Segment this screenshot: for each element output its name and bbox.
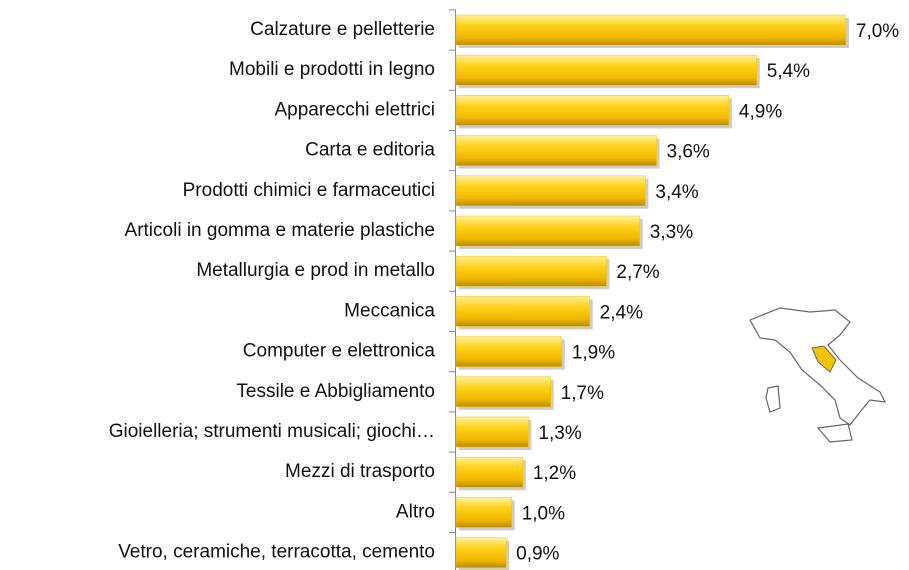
value-label: 1,3%	[538, 423, 581, 444]
category-label: Altro	[396, 501, 435, 522]
category-label: Tessile e Abbigliamento	[236, 381, 435, 402]
bar	[455, 255, 607, 287]
value-label: 3,3%	[650, 222, 693, 243]
category-label: Articoli in gomma e materie plastiche	[125, 220, 435, 241]
bar	[455, 215, 641, 247]
value-label: 1,7%	[561, 383, 604, 404]
category-label: Meccanica	[344, 300, 435, 321]
category-label: Computer e elettronica	[243, 341, 436, 362]
value-label: 4,9%	[739, 101, 782, 122]
bar	[455, 135, 657, 166]
bar	[455, 296, 590, 327]
bar	[455, 456, 524, 488]
value-label: 1,2%	[533, 463, 576, 484]
category-label: Metallurgia e prod in metallo	[196, 260, 435, 281]
value-label: 7,0%	[856, 21, 899, 42]
value-label: 2,7%	[616, 262, 659, 283]
category-label: Apparecchi elettrici	[274, 99, 435, 120]
category-label: Prodotti chimici e farmaceutici	[183, 180, 435, 201]
value-label: 3,4%	[655, 182, 698, 203]
bar	[455, 376, 551, 408]
bar	[455, 95, 730, 126]
value-label: 5,4%	[767, 61, 810, 82]
bar	[455, 537, 507, 568]
bar	[455, 497, 512, 528]
value-label: 3,6%	[667, 142, 710, 163]
bar	[455, 54, 758, 86]
value-label: 0,9%	[516, 544, 559, 565]
category-label: Gioielleria; strumenti musicali; giochi…	[109, 421, 435, 442]
value-label: 1,0%	[522, 503, 565, 524]
bar	[455, 175, 646, 207]
category-label: Calzature e pelletterie	[250, 19, 435, 40]
category-label: Vetro, ceramiche, terracotta, cemento	[118, 542, 435, 563]
category-label: Mobili e prodotti in legno	[229, 59, 435, 80]
bar	[455, 416, 529, 448]
italy-map	[749, 307, 887, 443]
bar	[455, 14, 847, 46]
bar	[455, 336, 563, 367]
value-label: 2,4%	[600, 302, 643, 323]
category-label: Carta e editoria	[305, 140, 435, 161]
value-label: 1,9%	[572, 343, 615, 364]
category-label: Mezzi di trasporto	[285, 461, 435, 482]
